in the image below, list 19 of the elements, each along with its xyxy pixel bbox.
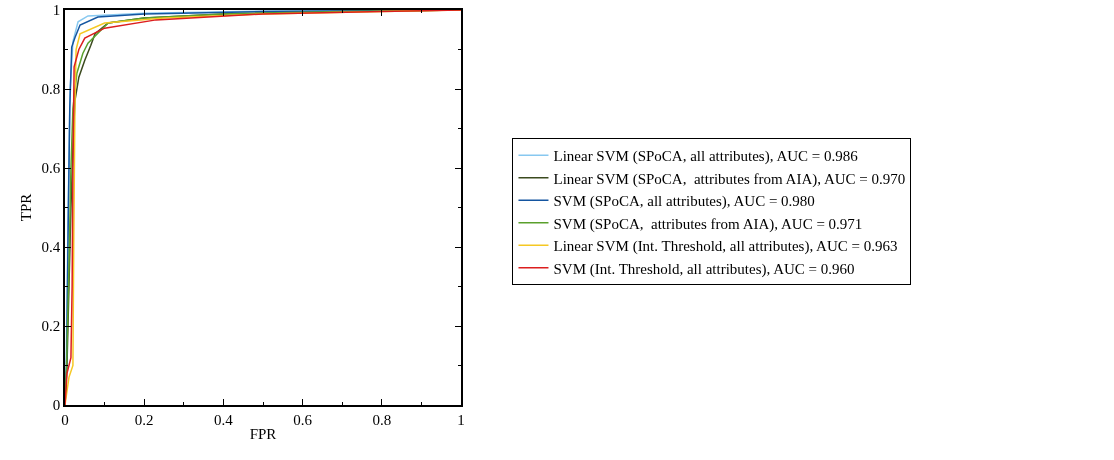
y-axis-title: TPR bbox=[18, 193, 35, 222]
x-tick-label: 0.8 bbox=[372, 411, 392, 428]
legend-label: Linear SVM (Int. Threshold, all attributes), AUC = 0.963 bbox=[553, 238, 898, 256]
y-tick-label: 0.6 bbox=[41, 160, 61, 177]
legend-label: Linear SVM (SPoCA, all attributes), AUC = 0.986 bbox=[553, 148, 859, 166]
x-tick-label: 0.4 bbox=[214, 411, 234, 428]
x-tick-label: 0.2 bbox=[134, 411, 154, 428]
legend-label: SVM (Int. Threshold, all attributes), AUC = 0.960 bbox=[553, 260, 855, 278]
x-axis-title: FPR bbox=[249, 426, 277, 443]
legend-label: SVM (SPoCA, attributes from AIA), AUC = 0.971 bbox=[553, 215, 863, 233]
y-tick-label: 0.4 bbox=[41, 239, 61, 256]
legend-label: SVM (SPoCA, all attributes), AUC = 0.980 bbox=[553, 193, 815, 211]
x-tick-label: 0.6 bbox=[293, 411, 313, 428]
y-tick-label: 0 bbox=[52, 397, 61, 414]
y-tick-label: 0.8 bbox=[41, 81, 61, 98]
y-tick-label: 1 bbox=[52, 2, 61, 19]
legend-label: Linear SVM (SPoCA, attributes from AIA), AUC = 0.970 bbox=[553, 170, 906, 188]
x-tick-label: 1 bbox=[457, 411, 465, 428]
y-tick-label: 0.2 bbox=[41, 318, 61, 335]
